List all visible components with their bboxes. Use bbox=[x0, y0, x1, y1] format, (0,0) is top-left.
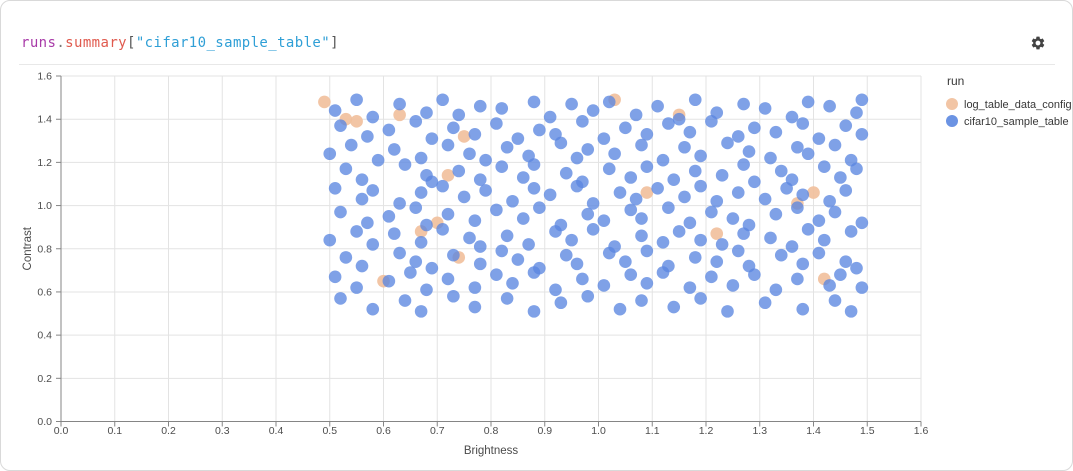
x-tick-label: 0.2 bbox=[161, 425, 176, 437]
y-tick-label: 0.8 bbox=[37, 243, 52, 255]
title-token: summary bbox=[65, 35, 127, 51]
legend-swatch-cifar10_sample_table[interactable] bbox=[946, 115, 958, 127]
x-tick-label: 1.2 bbox=[699, 425, 714, 437]
y-tick-label: 1.0 bbox=[37, 200, 52, 212]
title-token: ] bbox=[330, 35, 339, 51]
x-tick-label: 0.8 bbox=[484, 425, 499, 437]
y-axis-title: Contrast bbox=[22, 226, 34, 270]
y-tick-label: 0.2 bbox=[37, 373, 52, 385]
x-tick-label: 0.3 bbox=[215, 425, 230, 437]
y-tick-label: 1.6 bbox=[37, 71, 52, 83]
panel-title-expression[interactable]: runs.summary["cifar10_sample_table"] bbox=[21, 35, 339, 51]
series-cifar10_sample_table bbox=[323, 93, 869, 318]
x-tick-label: 1.6 bbox=[914, 425, 929, 437]
x-tick-label: 0.0 bbox=[54, 425, 69, 437]
x-tick-label: 1.4 bbox=[806, 425, 821, 437]
title-token: "cifar10_sample_table" bbox=[135, 35, 331, 51]
header-divider bbox=[19, 64, 1055, 65]
axes: 0.0 0.1 0.2 0.3 0.4 0.5 0.6 0.7 0.8 0.9 1.0 1.1 1.2 1… bbox=[22, 71, 928, 458]
y-tick-label: 1.2 bbox=[37, 157, 52, 169]
x-tick-label: 1.3 bbox=[752, 425, 767, 437]
x-tick-label: 0.9 bbox=[537, 425, 552, 437]
title-token: [ bbox=[126, 35, 136, 51]
legend-label[interactable]: cifar10_sample_table bbox=[964, 116, 1069, 128]
x-tick-label: 0.5 bbox=[322, 425, 337, 437]
gear-icon[interactable] bbox=[1030, 35, 1046, 51]
y-tick-label: 0.6 bbox=[37, 286, 52, 298]
x-tick-label: 0.4 bbox=[269, 425, 284, 437]
x-tick-label: 0.6 bbox=[376, 425, 391, 437]
x-tick-label: 1.5 bbox=[860, 425, 875, 437]
x-tick-label: 0.7 bbox=[430, 425, 445, 437]
legend-title: run bbox=[947, 74, 964, 88]
legend-label[interactable]: log_table_data_config bbox=[964, 99, 1072, 111]
panel-header: runs.summary["cifar10_sample_table"] bbox=[1, 1, 1072, 65]
x-tick-label: 1.0 bbox=[591, 425, 606, 437]
scatter-chart: 0.0 0.1 0.2 0.3 0.4 0.5 0.6 0.7 0.8 0.9 1.0 1.1 1.2 1… bbox=[22, 71, 1072, 458]
y-tick-label: 0.0 bbox=[37, 416, 52, 428]
x-tick-label: 1.1 bbox=[645, 425, 660, 437]
x-tick-label: 0.1 bbox=[107, 425, 122, 437]
scatter-points bbox=[318, 93, 869, 318]
y-tick-label: 0.4 bbox=[37, 330, 52, 342]
title-token: . bbox=[56, 35, 66, 51]
legend-swatch-log_table_data_config[interactable] bbox=[946, 98, 958, 110]
y-tick-label: 1.4 bbox=[37, 114, 52, 126]
x-axis-title: Brightness bbox=[464, 445, 519, 457]
title-token: runs bbox=[21, 35, 57, 51]
